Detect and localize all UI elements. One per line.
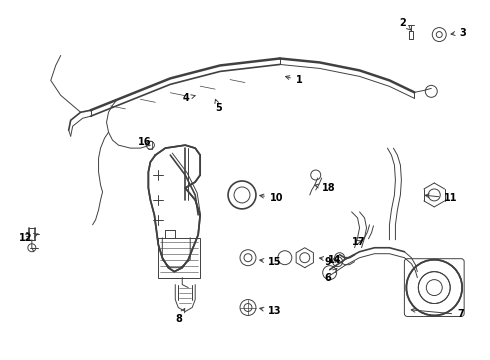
Text: 17: 17 — [352, 237, 365, 247]
Text: 11: 11 — [425, 193, 458, 203]
Text: 18: 18 — [315, 183, 335, 193]
Text: 5: 5 — [215, 99, 222, 113]
Text: 12: 12 — [19, 233, 38, 243]
Text: 13: 13 — [260, 306, 281, 316]
Text: 9: 9 — [325, 257, 339, 267]
Text: 15: 15 — [260, 257, 281, 267]
Text: 1: 1 — [286, 75, 302, 85]
Text: 10: 10 — [260, 193, 283, 203]
Text: 8: 8 — [175, 309, 185, 324]
Text: 14: 14 — [319, 255, 341, 265]
Text: 4: 4 — [182, 93, 195, 103]
FancyBboxPatch shape — [404, 259, 464, 316]
Text: 7: 7 — [411, 308, 464, 319]
Text: 16: 16 — [138, 137, 152, 147]
Text: 6: 6 — [325, 269, 337, 283]
Text: 3: 3 — [451, 28, 466, 37]
Bar — [158, 238, 200, 278]
Text: 2: 2 — [399, 18, 411, 30]
